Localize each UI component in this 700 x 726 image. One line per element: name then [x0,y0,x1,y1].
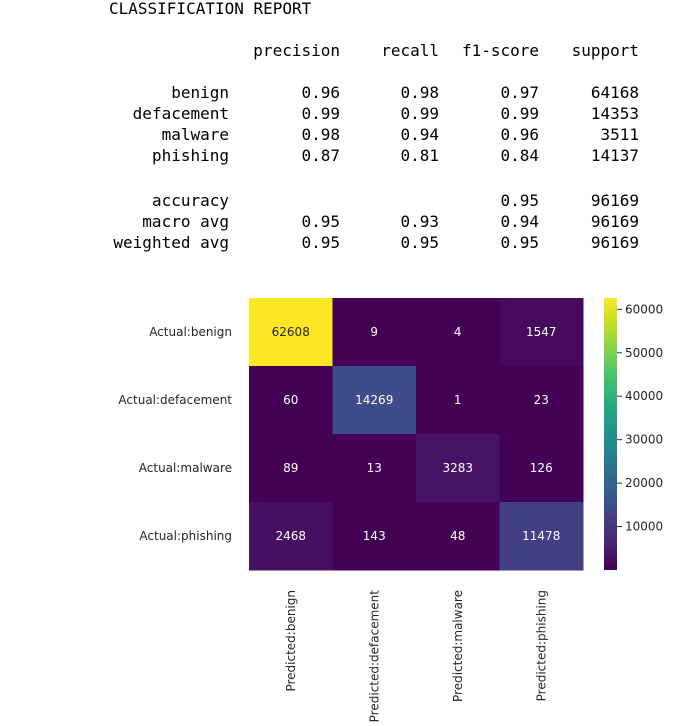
heatmap-cell [499,434,584,503]
heatmap-cell [332,298,417,367]
report-cell-support: 64168 [590,83,639,102]
heatmap-cell-value: 62608 [272,325,310,339]
heatmap-cell [499,298,584,367]
heatmap-cell-value: 89 [283,461,298,475]
report-row-label: defacement [132,104,229,123]
report-cell-support: 3511 [600,125,639,144]
report-cell-f1: 0.96 [500,125,539,144]
report-cell-f1: 0.97 [500,83,539,102]
heatmap-cell [249,502,333,571]
report-cell-precision: 0.95 [301,233,340,252]
report-row-label: macro avg [142,212,229,231]
heatmap-cell [499,366,584,435]
report-header-f1-score: f1-score [461,41,539,60]
column-label: Predicted:malware [451,590,465,702]
confusion-matrix-heatmap: 62608 9 4 1547 60 14269 1 23 89 13 3283 126 2468 143 4… [118,298,663,723]
column-label: Predicted:defacement [367,590,381,723]
heatmap-cell-value: 14269 [355,393,393,407]
report-cell-precision: 0.99 [301,104,340,123]
heatmap-cell [249,298,333,367]
heatmap-cell-value: 48 [450,529,465,543]
column-label: Predicted:benign [284,590,298,692]
colorbar-tick-label: 10000 [625,520,663,534]
row-label: Actual:phishing [139,529,232,543]
heatmap-cell [249,434,333,503]
report-header-support: support [571,41,639,60]
report-header-precision: precision [253,41,340,60]
heatmap-cell [499,502,584,571]
report-cell-recall: 0.94 [400,125,439,144]
report-row-label: weighted avg [113,233,229,252]
heatmap-cell [249,366,333,435]
report-cell-support: 96169 [590,233,639,252]
heatmap-cell-value: 1547 [526,325,557,339]
colorbar-tick-label: 20000 [625,476,663,490]
report-cell-f1: 0.94 [500,212,539,231]
row-label: Actual:benign [149,325,232,339]
heatmap-cell-value: 2468 [275,529,306,543]
heatmap-cell [332,434,417,503]
colorbar-tick-label: 40000 [625,389,663,403]
heatmap-cell-value: 126 [530,461,553,475]
report-cell-support: 14353 [590,104,639,123]
report-cell-precision: 0.87 [301,146,340,165]
report-cell-recall: 0.99 [400,104,439,123]
report-row-label: phishing [151,146,229,165]
row-label: Actual:malware [139,461,232,475]
heatmap-cell [416,434,500,503]
report-cell-recall: 0.95 [400,233,439,252]
report-cell-support: 96169 [590,191,639,210]
column-labels: Predicted:benign Predicted:defacement Pred… [284,590,549,723]
report-title: CLASSIFICATION REPORT [109,0,312,18]
report-cell-precision: 0.95 [301,212,340,231]
heatmap-cell-value: 3283 [442,461,473,475]
column-label: Predicted:phishing [534,590,548,701]
report-cell-precision: 0.98 [301,125,340,144]
heatmap-cell-value: 23 [534,393,549,407]
report-cell-support: 14137 [590,146,639,165]
report-cell-f1: 0.95 [500,233,539,252]
report-cell-support: 96169 [590,212,639,231]
colorbar-tick-label: 60000 [625,302,663,316]
heatmap-cell-value: 13 [367,461,382,475]
report-cell-f1: 0.84 [500,146,539,165]
heatmap-cells: 62608 9 4 1547 60 14269 1 23 89 13 3283 126 2468 143 4… [249,298,584,571]
heatmap-cell [416,298,500,367]
heatmap-cell [332,502,417,571]
heatmap-cell-value: 143 [363,529,386,543]
report-cell-recall: 0.98 [400,83,439,102]
heatmap-cell-value: 1 [454,393,462,407]
report-header-recall: recall [381,41,439,60]
report-row-label: benign [171,83,229,102]
heatmap-cell-value: 60 [283,393,298,407]
report-row-label: accuracy [151,191,229,210]
colorbar-tick-label: 30000 [625,433,663,447]
heatmap-cell [416,366,500,435]
heatmap-cell-value: 4 [454,325,462,339]
report-cell-f1: 0.95 [500,191,539,210]
report-row-label: malware [161,125,229,144]
report-cell-f1: 0.99 [500,104,539,123]
classification-report: CLASSIFICATION REPORT precision recall f1-s… [0,0,700,260]
report-cell-precision: 0.96 [301,83,340,102]
colorbar-gradient [604,298,617,570]
report-cell-recall: 0.93 [400,212,439,231]
report-cell-recall: 0.81 [400,146,439,165]
row-labels: Actual:benign Actual:defacement Actual:mal… [118,325,232,543]
colorbar: 10000 20000 30000 40000 50000 60000 [604,298,663,570]
heatmap-cell-value: 9 [370,325,378,339]
heatmap-cell [416,502,500,571]
colorbar-tick-label: 50000 [625,346,663,360]
heatmap-cell-value: 11478 [522,529,560,543]
heatmap-cell [332,366,417,435]
row-label: Actual:defacement [118,393,232,407]
